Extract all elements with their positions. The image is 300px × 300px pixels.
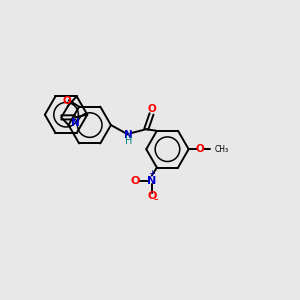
Text: N: N (71, 118, 80, 128)
Text: H: H (125, 136, 133, 146)
Text: O: O (63, 96, 71, 106)
Text: N: N (147, 176, 157, 186)
Text: CH₃: CH₃ (214, 145, 229, 154)
Text: -: - (154, 193, 158, 206)
Text: O: O (147, 104, 156, 114)
Text: O: O (196, 144, 204, 154)
Text: +: + (148, 169, 155, 178)
Text: O: O (131, 176, 140, 186)
Text: N: N (124, 130, 133, 140)
Text: O: O (147, 190, 157, 200)
